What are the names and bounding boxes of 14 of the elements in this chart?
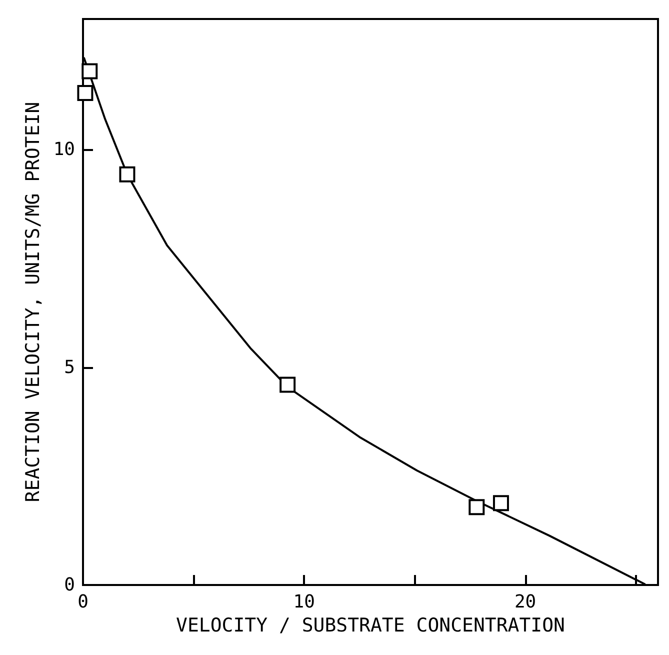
point <box>468 499 485 516</box>
x-tick-label: 10 <box>293 592 315 612</box>
point <box>492 495 509 512</box>
point <box>77 85 94 102</box>
y-tick-label: 0 <box>64 574 75 596</box>
point <box>119 166 136 182</box>
y-tick-label: 10 <box>53 139 75 160</box>
y-tick-label: 5 <box>64 356 75 378</box>
y-axis-title: REACTION VELOCITY, UNITS/MG PROTEIN <box>22 102 44 502</box>
x-axis-title: VELOCITY / SUBSTRATE CONCENTRATION <box>176 614 565 636</box>
x-tick-label: 0 <box>78 592 88 612</box>
point <box>82 63 98 80</box>
point <box>280 376 296 393</box>
x-tick-label: 20 <box>514 592 536 612</box>
